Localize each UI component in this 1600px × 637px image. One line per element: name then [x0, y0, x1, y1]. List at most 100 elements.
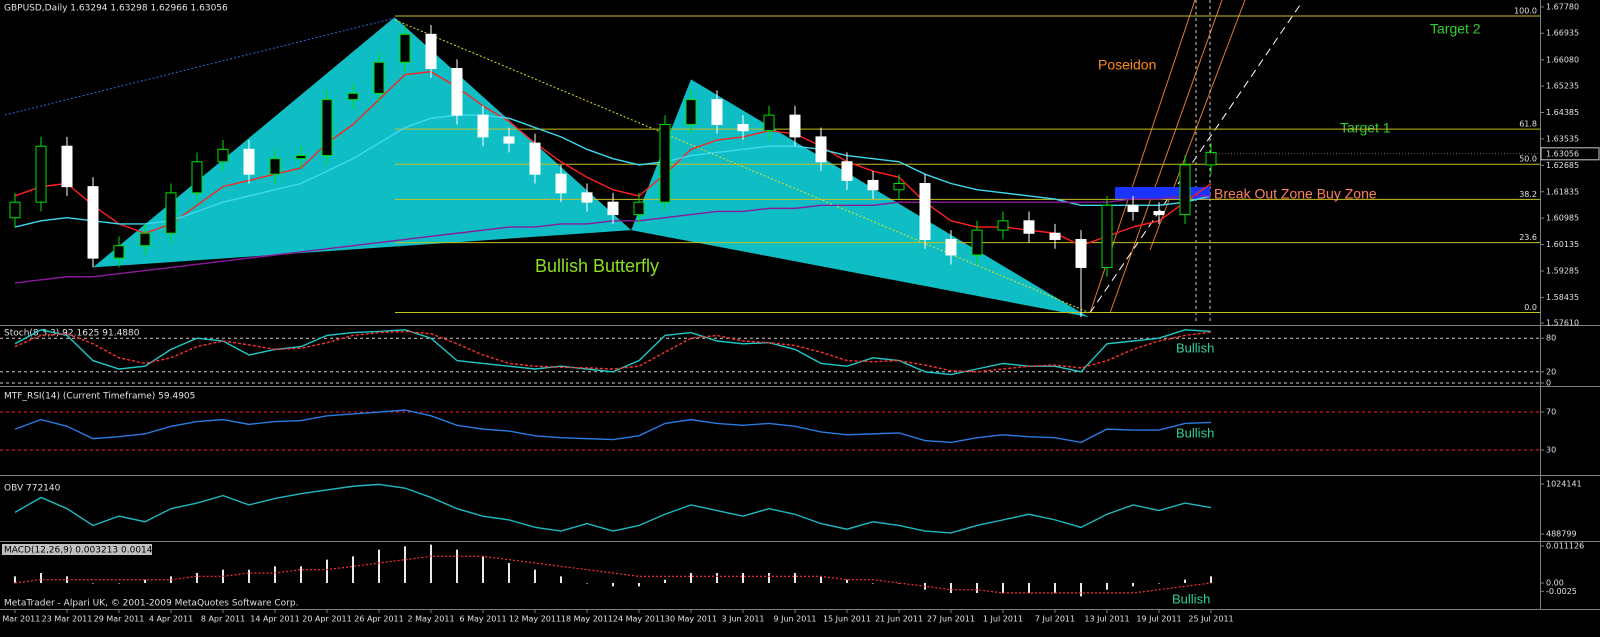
- y-tick-label: 30: [1546, 446, 1556, 455]
- candle-body: [659, 123, 671, 203]
- chart-title: GBPUSD,Daily 1.63294 1.63298 1.62966 1.6…: [4, 4, 228, 14]
- signal-line: [14, 555, 1212, 594]
- x-tick-label: 1 Jul 2011: [983, 615, 1023, 624]
- histogram-bar: [1184, 579, 1186, 583]
- panel-title: Stoch(8,3,3) 92.1625 91.4880: [4, 329, 140, 339]
- y-tick-label: 1.64385: [1546, 108, 1579, 117]
- histogram-bar: [794, 573, 796, 583]
- candle-body: [217, 148, 229, 163]
- histogram-bar: [248, 569, 250, 583]
- x-tick-label: 8 Apr 2011: [201, 615, 245, 624]
- y-tick-label: 1.65235: [1546, 82, 1579, 91]
- candle-body: [607, 201, 619, 216]
- histogram-bar: [40, 573, 42, 583]
- candle-body: [373, 61, 385, 94]
- y-tick-label: 0.00: [1546, 579, 1564, 588]
- annotation: Break Out Zone Buy Zone: [1214, 186, 1377, 202]
- histogram-bar: [404, 546, 406, 583]
- histogram-bar: [456, 549, 458, 583]
- candle-body: [477, 114, 489, 138]
- panel-title-bg: [2, 544, 152, 555]
- y-tick-label: 488799: [1546, 530, 1577, 539]
- poseidon-line: [1109, 0, 1223, 314]
- histogram-bar: [1028, 583, 1030, 593]
- y-tick-label: 1.62685: [1546, 161, 1579, 170]
- y-tick-label: 0.011126: [1546, 541, 1584, 550]
- fib-label: 0.0: [1524, 303, 1537, 312]
- x-tick-label: 3 Jun 2011: [721, 615, 764, 624]
- candle-body: [1127, 204, 1139, 212]
- histogram-bar: [274, 566, 276, 583]
- y-tick-label: 1.60135: [1546, 240, 1579, 249]
- candle-body: [789, 114, 801, 138]
- dashed-projection: [1089, 4, 1301, 314]
- annotation: Poseidon: [1098, 57, 1156, 73]
- y-tick-label: 70: [1546, 408, 1556, 417]
- histogram-bar: [196, 573, 198, 583]
- histogram-bar: [1158, 583, 1160, 584]
- candle-body: [451, 68, 463, 116]
- fib-label: 100.0: [1514, 6, 1537, 15]
- histogram-bar: [1080, 583, 1082, 597]
- x-tick-label: 14 Apr 2011: [250, 615, 299, 624]
- x-tick-label: 30 May 2011: [665, 615, 717, 624]
- candle-body: [1153, 210, 1165, 216]
- x-tick-label: 6 May 2011: [459, 615, 506, 624]
- y-tick-label: 1.66080: [1546, 55, 1579, 64]
- histogram-bar: [430, 544, 432, 583]
- x-tick-label: 4 Apr 2011: [149, 615, 193, 624]
- fib-label: 50.0: [1519, 155, 1537, 164]
- histogram-bar: [508, 563, 510, 583]
- breakout-zone: [1115, 187, 1210, 199]
- candle-body: [9, 201, 21, 219]
- candle-body: [87, 186, 99, 259]
- x-tick-label: 23 Mar 2011: [42, 615, 93, 624]
- y-tick-label: 1.59285: [1546, 267, 1579, 276]
- histogram-bar: [144, 579, 146, 583]
- candle-body: [763, 114, 775, 132]
- candle-body: [1075, 238, 1087, 268]
- x-tick-label: 25 Jul 2011: [1188, 615, 1233, 624]
- candle-body: [1101, 204, 1113, 268]
- histogram-bar: [742, 573, 744, 583]
- panel-title: OBV 772140: [4, 484, 61, 494]
- butterfly-leg: [93, 17, 632, 268]
- series-line: [14, 329, 1212, 376]
- histogram-bar: [378, 549, 380, 583]
- watermark: MetaTrader - Alpari UK, © 2001-2009 Meta…: [4, 599, 298, 609]
- candle-body: [633, 201, 645, 216]
- x-tick-label: 15 Jun 2011: [823, 615, 871, 624]
- candle-body: [35, 145, 47, 203]
- trend-line: [4, 17, 396, 116]
- candle-body: [815, 136, 827, 163]
- candle-body: [945, 238, 957, 256]
- histogram-bar: [950, 583, 952, 593]
- candle-body: [295, 155, 307, 160]
- x-tick-label: 2 May 2011: [407, 615, 454, 624]
- candle-body: [1205, 151, 1217, 166]
- candle-body: [711, 99, 723, 125]
- histogram-bar: [352, 556, 354, 583]
- x-tick-label: 20 Apr 2011: [302, 615, 351, 624]
- y-tick-label: 1024141: [1546, 479, 1582, 488]
- candle-body: [1179, 164, 1191, 216]
- histogram-bar: [768, 573, 770, 583]
- annotation: Bullish Butterfly: [535, 256, 659, 276]
- histogram-bar: [92, 583, 94, 584]
- x-tick-label: 26 Apr 2011: [354, 615, 403, 624]
- histogram-bar: [846, 579, 848, 583]
- candle-body: [555, 173, 567, 194]
- candle-body: [243, 148, 255, 175]
- candle-body: [997, 220, 1009, 231]
- x-tick-label: 24 May 2011: [613, 615, 665, 624]
- annotation: Target 2: [1430, 21, 1481, 37]
- butterfly-leg: [631, 79, 1089, 318]
- back-layer: [0, 17, 1540, 451]
- fib-label: 23.6: [1519, 233, 1537, 242]
- histogram-bar: [1132, 583, 1134, 587]
- candle-body: [919, 183, 931, 240]
- histogram-bar: [14, 576, 16, 583]
- histogram-bar: [482, 556, 484, 583]
- histogram-bar: [300, 566, 302, 583]
